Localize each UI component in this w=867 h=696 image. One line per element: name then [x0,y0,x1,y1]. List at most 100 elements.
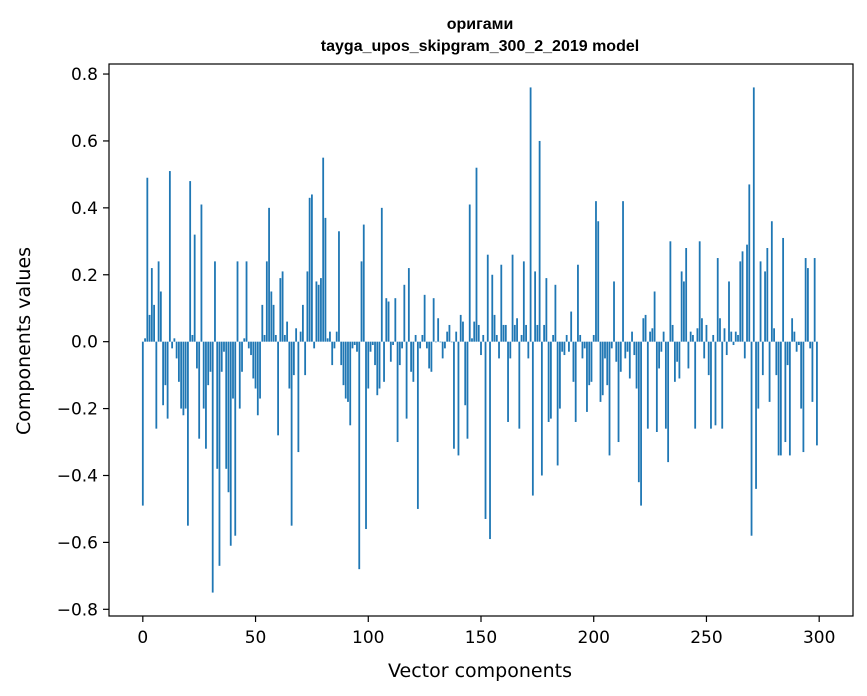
bar-203 [599,341,602,402]
bar-28 [205,341,207,449]
bar-239 [680,271,683,342]
bar-104 [376,341,379,396]
bar-129 [432,298,435,342]
bar-106 [380,207,383,342]
bar-218 [633,341,636,356]
bar-237 [676,341,679,362]
bar-36 [223,341,225,352]
bar-91 [347,341,349,402]
bar-289 [793,331,796,342]
bar-121 [414,334,417,342]
bar-122 [416,341,419,509]
bar-17 [180,341,183,409]
bar-232 [664,341,667,429]
bar-107 [383,341,385,382]
bar-97 [360,261,363,342]
bar-27 [202,341,205,409]
bar-7 [157,261,160,342]
bar-292 [800,341,803,409]
bar-267 [743,341,746,359]
y-axis: 0.8 0.6 0.4 0.2 0.0 −0.2 −0.4 −0.6 −0.8 [57,65,109,620]
bar-84 [331,341,334,366]
bar-245 [694,341,697,429]
bar-37 [225,341,228,469]
bar-69 [297,341,300,453]
bar-65 [288,341,291,389]
bar-139 [455,331,458,342]
bar-220 [637,341,640,483]
bar-284 [782,237,785,342]
bar-68 [295,328,298,342]
bar-158 [498,341,500,359]
bar-146 [471,338,473,342]
bar-145 [468,204,471,342]
chart-title-line-1: оригами [447,16,514,33]
bar-127 [428,341,431,369]
bar-263 [734,331,737,342]
bar-62 [281,271,284,342]
bar-206 [606,341,609,386]
bar-71 [301,304,304,342]
bar-136 [448,324,451,342]
y-tick-label-4: 0.0 [71,333,98,353]
bar-253 [712,334,715,342]
y-tick-label-0: 0.8 [71,65,98,85]
bar-207 [608,341,611,456]
bar-126 [425,341,428,349]
bar-42 [236,261,239,342]
bar-264 [737,334,739,342]
bar-209 [613,281,615,342]
bar-56 [268,207,270,342]
bar-155 [491,274,494,342]
bar-213 [622,201,624,342]
bar-111 [392,341,394,346]
bar-50 [254,341,257,389]
bar-255 [716,258,719,342]
bar-204 [601,341,604,396]
bar-109 [387,301,390,342]
bar-200 [592,334,595,342]
bar-176 [538,140,541,342]
x-tick-label-50: 50 [245,628,267,648]
bar-250 [705,324,708,342]
bar-274 [759,261,762,342]
bar-55 [265,261,268,342]
bar-133 [441,341,444,359]
bar-8 [159,291,162,342]
bar-169 [522,261,525,342]
bar-147 [473,321,476,342]
bar-256 [719,318,721,342]
bar-258 [723,328,726,342]
bar-1 [144,338,146,342]
bar-201 [595,201,597,342]
bar-21 [189,181,192,342]
bar-294 [804,258,807,342]
bar-144 [466,341,469,439]
bar-260 [728,281,730,342]
bar-235 [671,324,674,342]
bar-115 [401,341,403,349]
bar-248 [701,318,703,342]
bar-251 [707,341,710,376]
bar-157 [495,334,498,342]
bar-195 [581,341,584,359]
bar-123 [419,341,422,349]
bar-29 [207,341,210,386]
bar-154 [489,341,491,540]
bar-70 [299,331,302,342]
bar-119 [410,341,413,372]
bar-series [141,87,818,593]
bar-117 [405,341,408,419]
bar-120 [412,341,415,382]
bar-262 [732,341,735,346]
bar-118 [407,268,410,342]
bar-34 [218,341,221,566]
bar-242 [687,341,690,369]
bar-26 [200,204,203,342]
bar-226 [651,328,654,342]
bar-153 [486,254,489,342]
bar-141 [459,314,462,342]
bar-76 [313,341,316,349]
